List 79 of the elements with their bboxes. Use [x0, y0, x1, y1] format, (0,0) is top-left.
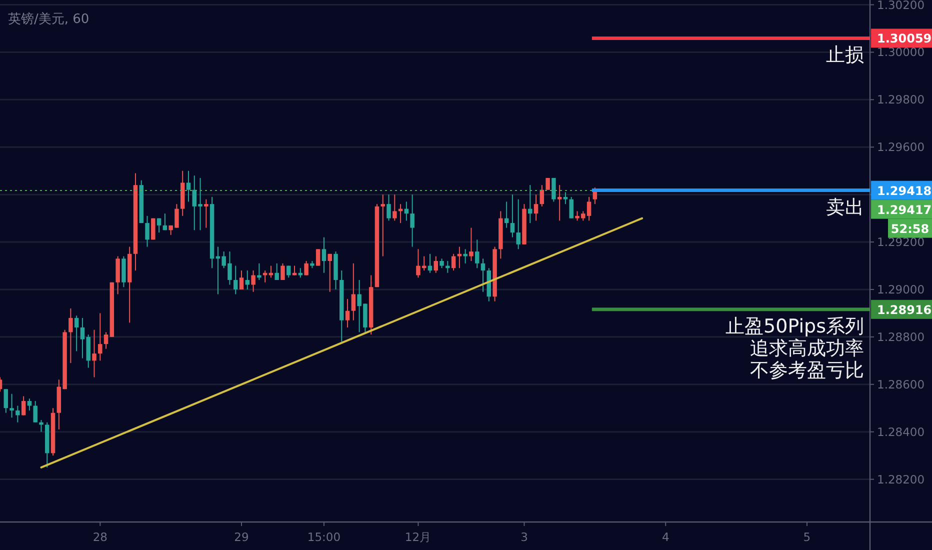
candlestick: [4, 388, 8, 414]
candlestick: [116, 256, 120, 295]
y-tick-label: 1.29200: [877, 235, 925, 250]
x-tick-label: 3: [520, 530, 528, 544]
candlestick: [104, 332, 108, 350]
text: 1.29417: [877, 202, 932, 217]
candlestick: [351, 262, 356, 321]
candlestick: [74, 315, 79, 352]
x-tick-label: 29: [234, 530, 249, 544]
candlestick: [386, 194, 391, 222]
candlestick: [316, 248, 320, 266]
candlestick: [233, 265, 238, 295]
candlestick: [274, 262, 279, 280]
y-tick-label: 1.28400: [877, 424, 925, 439]
candlestick: [434, 256, 438, 274]
ref-line-label: 止盈50Pips系列: [726, 315, 864, 338]
x-tick-label: 4: [662, 530, 670, 544]
candlestick: [322, 236, 326, 274]
candlestick: [92, 329, 96, 378]
candlestick: [446, 260, 450, 274]
text: 英镑/美元, 60: [8, 11, 90, 27]
y-tick-label: 1.28800: [877, 330, 925, 344]
y-tick-label: 1.28200: [877, 472, 925, 486]
candlestick: [251, 270, 256, 292]
y-tick-label: 1.30000: [877, 45, 925, 60]
candlestick: [569, 196, 574, 219]
x-tick-label: 5: [803, 530, 811, 544]
annotation: 不参考盈亏比: [750, 359, 864, 382]
candlestick: [257, 262, 262, 280]
candlestick: [239, 270, 244, 290]
candlestick: [480, 258, 486, 292]
candlestick: [516, 198, 520, 250]
candlestick: [122, 256, 126, 288]
text: 52:58: [890, 222, 930, 236]
candlestick: [380, 194, 385, 257]
candlestick: [410, 194, 414, 248]
x-tick-label: 15:00: [307, 530, 341, 544]
annotation: 追求高成功率: [750, 337, 864, 360]
candlestick: [145, 215, 150, 248]
candlestick: [474, 239, 480, 269]
candlestick: [186, 170, 191, 202]
candlestick: [39, 419, 44, 432]
candlestick: [98, 312, 102, 362]
candlestick: [457, 246, 462, 269]
y-tick-label: 1.29600: [877, 140, 925, 154]
y-tick-label: 1.30200: [877, 0, 925, 12]
candlestick: [428, 253, 432, 274]
candlestick: [10, 393, 14, 418]
candlestick: [21, 396, 26, 416]
candlestick: [345, 298, 350, 328]
candlestick: [563, 192, 568, 205]
candlestick: [33, 400, 38, 423]
candlestick: [156, 218, 162, 234]
candlestick: [204, 198, 208, 228]
candlestick: [440, 258, 444, 269]
x-tick-label: 28: [92, 530, 108, 544]
x-tick-label: 12月: [404, 530, 432, 544]
candlestick: [534, 194, 538, 222]
candlestick: [286, 265, 291, 278]
candlestick: [392, 194, 397, 222]
candlestick: [304, 260, 308, 276]
candlestick: [510, 194, 515, 238]
text: 1.28916: [877, 302, 932, 317]
y-tick-label: 1.28600: [877, 377, 925, 392]
candlestick: [469, 227, 474, 262]
candlestick: [451, 253, 456, 271]
candlestick: [557, 184, 562, 222]
candlestick: [328, 253, 332, 292]
candlestick: [552, 177, 556, 202]
text: 1.29418: [877, 184, 932, 198]
candlestick: [68, 308, 73, 364]
text: 1.30059: [877, 32, 932, 46]
candlestick: [280, 262, 285, 280]
ref-line-label: 卖出: [826, 196, 864, 218]
y-tick-label: 1.29000: [877, 282, 925, 296]
ref-line-label: 止损: [826, 44, 864, 66]
candlestick: [463, 248, 468, 264]
y-tick-label: 1.29800: [877, 92, 925, 107]
candlestick: [16, 405, 20, 423]
